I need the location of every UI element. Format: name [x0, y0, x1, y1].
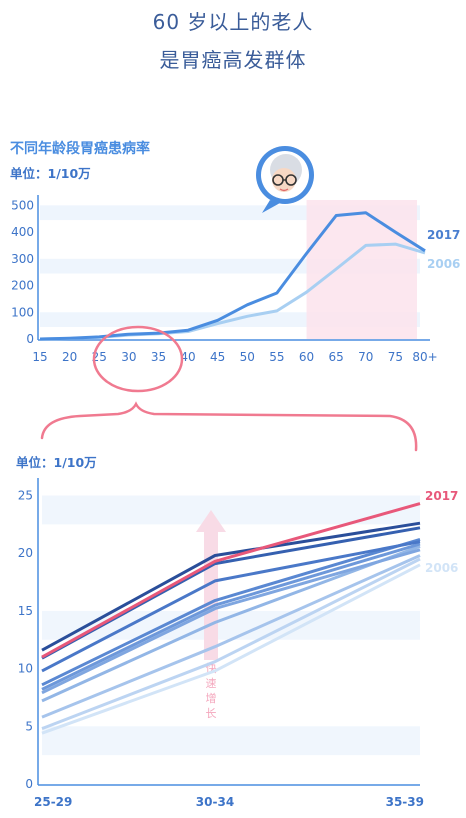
chart2-band [42, 726, 420, 756]
zoom-brace [40, 401, 418, 452]
chart2-series-line [41, 544, 421, 703]
chart1-y-tick: 400 [11, 225, 34, 239]
chart1-x-tick: 40 [180, 350, 195, 364]
chart2-band [42, 495, 420, 525]
chart2-series-label-2017: 2017 [425, 489, 458, 503]
chart1-x-tick: 65 [329, 350, 344, 364]
zoom-circle [92, 325, 184, 393]
chart1-y-tick: 100 [11, 305, 34, 319]
growth-arrow-label-char: 快 [206, 662, 217, 675]
chart2-series-line [41, 554, 421, 719]
chart2-unit: 单位：1/10万 [16, 455, 97, 470]
chart1-x-tick: 70 [358, 350, 373, 364]
chart1-series-line-2017 [39, 211, 426, 341]
chart2-y-tick: 0 [25, 777, 33, 791]
chart2-series-line [41, 521, 421, 652]
chart1-x-tick: 80+ [412, 350, 437, 364]
chart2-y-tick: 20 [18, 546, 33, 560]
chart1-y-tick: 500 [11, 198, 34, 212]
chart1-series-label: 2006 [427, 257, 460, 271]
chart1-highlight-region [306, 200, 417, 339]
chart1-unit: 单位：1/10万 [10, 166, 91, 181]
growth-arrow-label-char: 速 [206, 677, 217, 690]
chart2-y-tick: 25 [18, 489, 33, 503]
chart1-y-tick: 300 [11, 252, 34, 266]
chart1-x-tick: 20 [62, 350, 77, 364]
grandma-avatar-icon [256, 146, 314, 213]
chart1-x-tick: 50 [240, 350, 255, 364]
chart1-title: 不同年龄段胃癌患病率 [10, 141, 150, 157]
chart2-x-tick: 25-29 [34, 795, 72, 809]
chart2-y-tick: 5 [25, 719, 33, 733]
chart1-x-tick: 55 [269, 350, 284, 364]
chart1-x-tick: 30 [121, 350, 136, 364]
chart2-series-line [41, 542, 421, 691]
growth-arrow-label-char: 增 [206, 691, 217, 705]
chart1-x-tick: 45 [210, 350, 225, 364]
chart2-series-line [41, 548, 421, 695]
headline-line-1: 60 岁以上的老人 [152, 10, 314, 34]
chart1-series-label: 2017 [427, 228, 460, 242]
chart2-series-line [41, 537, 421, 687]
chart1-y-tick: 200 [11, 279, 34, 293]
chart2-series-line [41, 563, 421, 735]
chart2-y-tick: 10 [18, 662, 33, 676]
chart2-x-tick: 30-34 [196, 795, 234, 809]
chart2-y-tick: 15 [18, 604, 33, 618]
chart1-x-tick: 75 [388, 350, 403, 364]
chart2-x-tick: 35-39 [386, 795, 424, 809]
chart1-x-tick: 60 [299, 350, 314, 364]
chart2-series-line [41, 540, 421, 673]
growth-arrow-head [196, 510, 226, 532]
chart1-x-tick: 15 [32, 350, 47, 364]
growth-arrow-label-char: 长 [206, 707, 217, 720]
chart2-series-line [41, 557, 421, 730]
chart2-series-line [41, 502, 421, 659]
chart2-series-label-2006: 2006 [425, 561, 458, 575]
chart1-x-tick: 35 [151, 350, 166, 364]
headline-line-2: 是胃癌高发群体 [159, 48, 307, 72]
growth-arrow-shaft [204, 530, 218, 660]
chart1-y-tick: 0 [26, 332, 34, 346]
